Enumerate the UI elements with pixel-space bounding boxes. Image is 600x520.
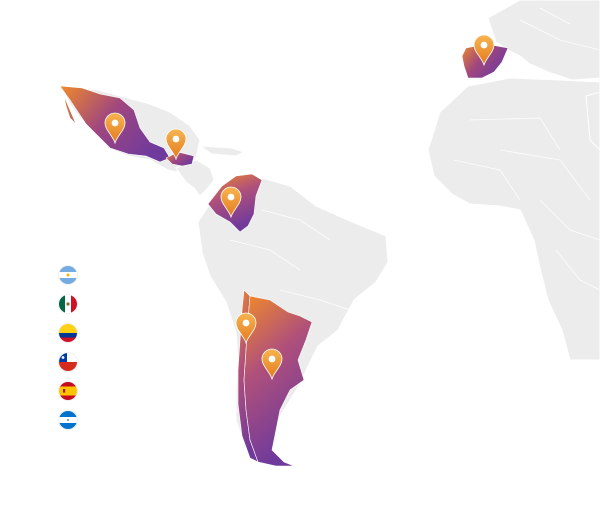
map-pin-icon[interactable] xyxy=(473,34,495,66)
land-arabia xyxy=(585,91,600,151)
land-europe xyxy=(487,0,600,81)
land-central-america xyxy=(175,159,215,197)
country-flag-legend xyxy=(59,264,81,434)
map-pin-icon[interactable] xyxy=(104,112,126,144)
location-pins xyxy=(104,34,495,380)
map-pin-icon[interactable] xyxy=(165,128,187,160)
honduras-flag-icon[interactable] xyxy=(59,411,77,429)
colombia-flag-icon[interactable] xyxy=(59,324,77,342)
chile-flag-icon[interactable] xyxy=(59,353,77,371)
map-pin-icon[interactable] xyxy=(261,348,283,380)
spain-flag-icon[interactable] xyxy=(59,382,77,400)
country-argentina[interactable] xyxy=(243,295,313,467)
land-africa xyxy=(427,77,600,361)
land-caribbean xyxy=(198,145,246,157)
map-pin-icon[interactable] xyxy=(220,186,242,218)
mexico-flag-icon[interactable] xyxy=(59,295,77,313)
base-land xyxy=(59,0,600,463)
map-pin-icon[interactable] xyxy=(235,312,257,344)
argentina-flag-icon[interactable] xyxy=(59,266,77,284)
